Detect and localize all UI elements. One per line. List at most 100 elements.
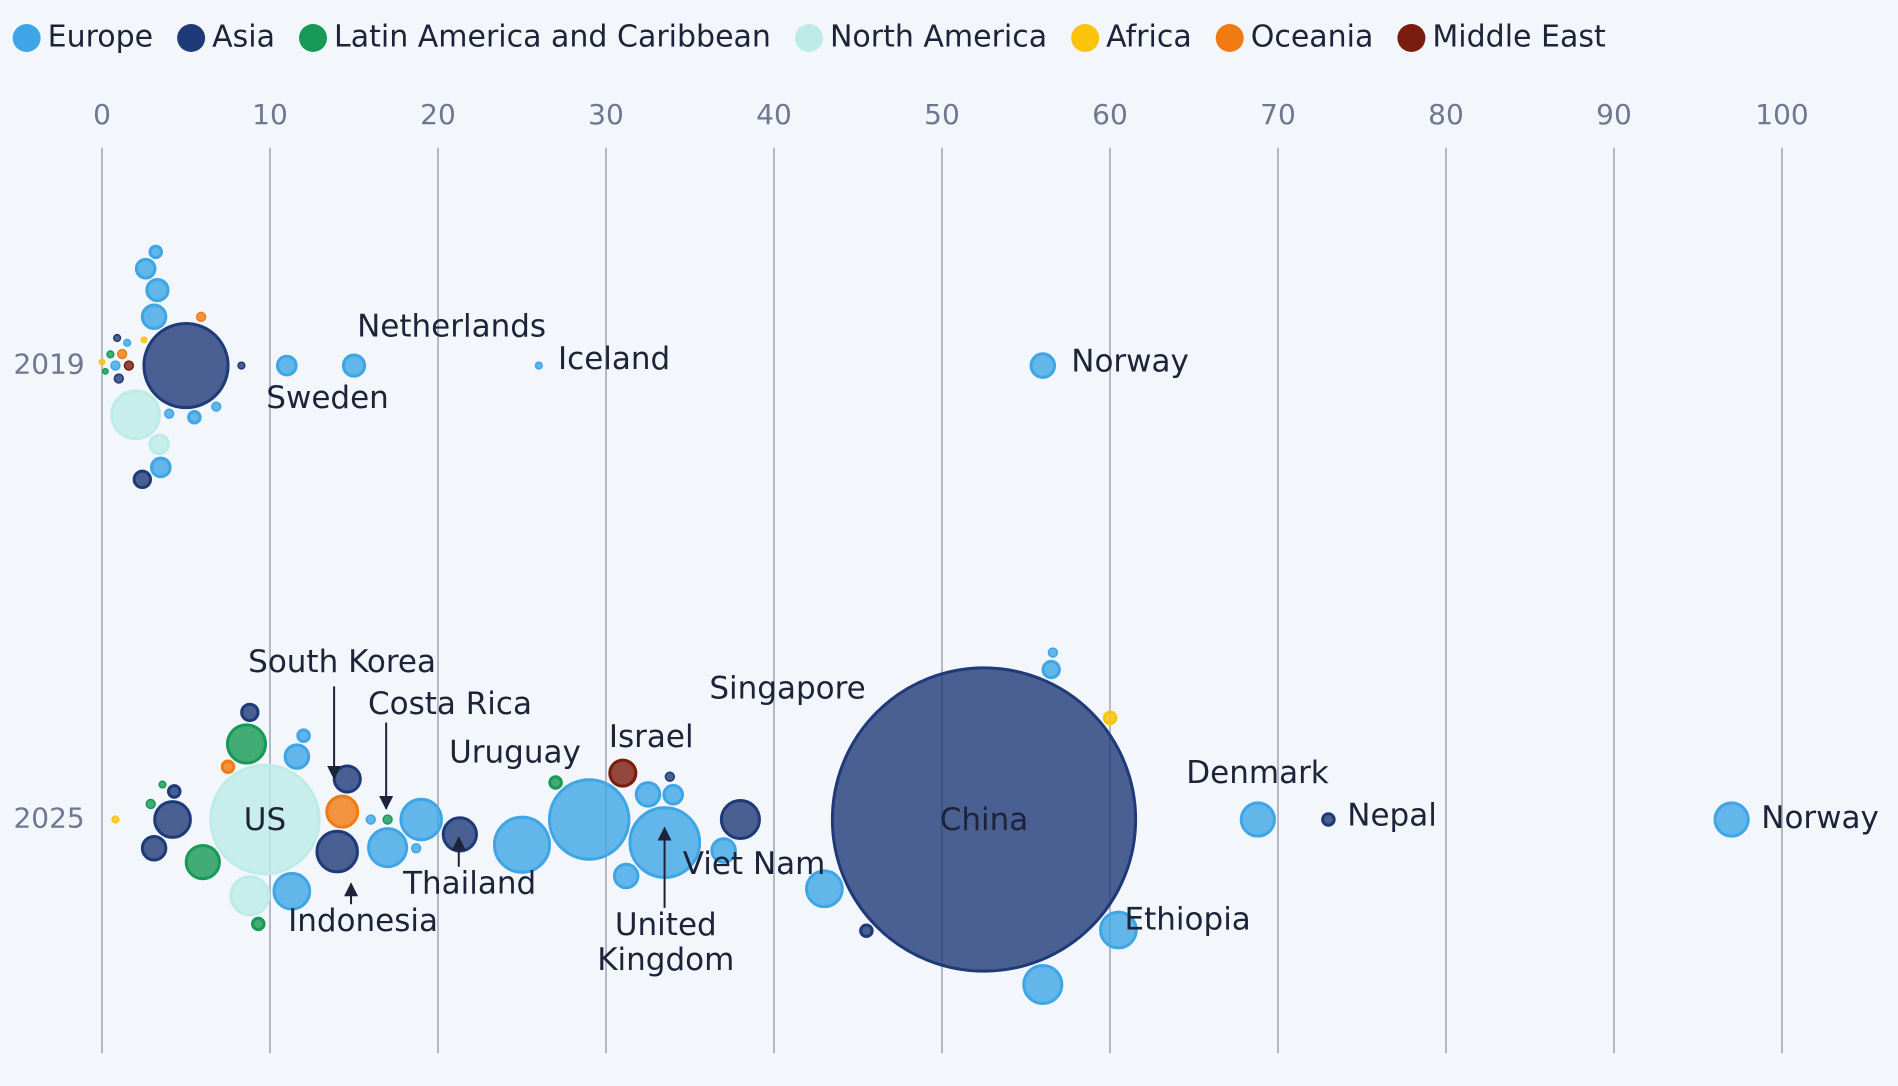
bubble — [211, 401, 222, 412]
x-tick-label: 100 — [1755, 98, 1808, 131]
bubble — [229, 875, 271, 917]
bubble — [275, 354, 298, 377]
bubble-label: US — [244, 802, 286, 838]
legend-label: Africa — [1106, 20, 1192, 55]
bubble — [365, 814, 376, 825]
bubble — [634, 781, 662, 808]
row-label: 2019 — [13, 348, 84, 381]
bubble-label: Thailand — [402, 865, 536, 901]
bubble — [341, 353, 367, 378]
bubble — [1022, 963, 1064, 1006]
bubble — [158, 780, 167, 789]
bubble — [367, 827, 409, 869]
bubble — [140, 303, 168, 331]
bubble — [140, 834, 168, 862]
x-tick-label: 20 — [420, 98, 456, 131]
bubble — [492, 815, 552, 874]
legend-label: Asia — [212, 20, 275, 55]
legend-label: Latin America and Caribbean — [334, 20, 771, 55]
bubble-label: South Korea — [248, 644, 436, 680]
bubble — [142, 321, 230, 410]
legend-marker — [1397, 24, 1426, 52]
bubble — [664, 771, 676, 782]
bubble — [1041, 659, 1061, 680]
points — [98, 244, 1750, 1006]
bubble — [315, 829, 359, 874]
bubble-label: Indonesia — [288, 903, 438, 939]
bubble — [101, 367, 109, 375]
bubble — [240, 702, 260, 723]
bubble — [250, 916, 266, 932]
bubble — [283, 743, 311, 770]
bubble — [145, 798, 156, 810]
bubble-label: Norway — [1761, 800, 1879, 836]
bubble — [1713, 801, 1750, 838]
bubble — [805, 869, 844, 909]
bubble-label: Ethiopia — [1125, 902, 1251, 938]
bubble — [123, 338, 132, 347]
bubble-label: Uruguay — [449, 735, 581, 771]
bubble — [272, 871, 312, 911]
bubble — [225, 723, 268, 765]
bubble — [719, 798, 761, 841]
bubble — [1321, 812, 1336, 827]
bubble-label: Iceland — [558, 341, 670, 377]
bubble — [710, 837, 737, 864]
bubble — [111, 815, 120, 824]
bubble — [859, 923, 874, 939]
bubble — [145, 277, 170, 303]
bubble — [399, 797, 443, 842]
bubble — [547, 778, 631, 861]
legend-marker — [1215, 24, 1244, 52]
x-tick-label: 90 — [1596, 98, 1632, 131]
bubble — [534, 361, 543, 370]
bubble-label: Netherlands — [357, 309, 546, 345]
bubble — [164, 408, 175, 419]
bubble-label: Denmark — [1186, 755, 1329, 791]
bubble-label: Norway — [1071, 344, 1189, 380]
legend-label: North America — [830, 20, 1047, 55]
bubble — [237, 361, 246, 370]
bubble — [195, 311, 207, 323]
bubble — [184, 843, 221, 881]
bubble — [209, 763, 321, 876]
bubble — [113, 373, 124, 384]
legend-label: Middle East — [1432, 20, 1606, 55]
bubble — [149, 456, 172, 479]
bubble — [148, 433, 170, 456]
bubble-label: China — [940, 802, 1029, 838]
labels: Norway Iceland Netherlands Sweden Norway Denm… — [244, 309, 1879, 978]
bubble-label: Costa Rica — [368, 686, 532, 722]
bubble — [548, 775, 563, 790]
bubble — [441, 816, 478, 853]
x-tick-label: 50 — [924, 98, 960, 131]
bubble — [296, 728, 311, 743]
x-tick-label: 70 — [1260, 98, 1296, 131]
x-tick-label: 40 — [756, 98, 792, 131]
bubble — [110, 389, 161, 441]
bubble — [116, 348, 128, 360]
bubble — [662, 783, 685, 806]
legend-marker — [299, 24, 328, 52]
bubble — [612, 862, 640, 890]
bubble — [98, 358, 106, 366]
bubble — [410, 843, 422, 854]
x-tick-label: 60 — [1092, 98, 1128, 131]
bubble-label: Nepal — [1347, 798, 1437, 834]
bubble — [166, 784, 182, 799]
bubble — [153, 800, 192, 839]
label-line: Kingdom — [597, 942, 734, 978]
bubble — [140, 336, 148, 344]
x-tick-label: 0 — [93, 98, 111, 131]
legend-marker — [794, 24, 823, 52]
legend-marker — [177, 24, 206, 52]
bubble — [148, 244, 164, 260]
bubble — [113, 333, 122, 343]
bubble — [1099, 910, 1138, 950]
label-line: United — [615, 907, 717, 943]
bubble — [187, 409, 202, 425]
bubble-label: Viet Nam — [683, 846, 826, 882]
bubble — [332, 764, 362, 794]
